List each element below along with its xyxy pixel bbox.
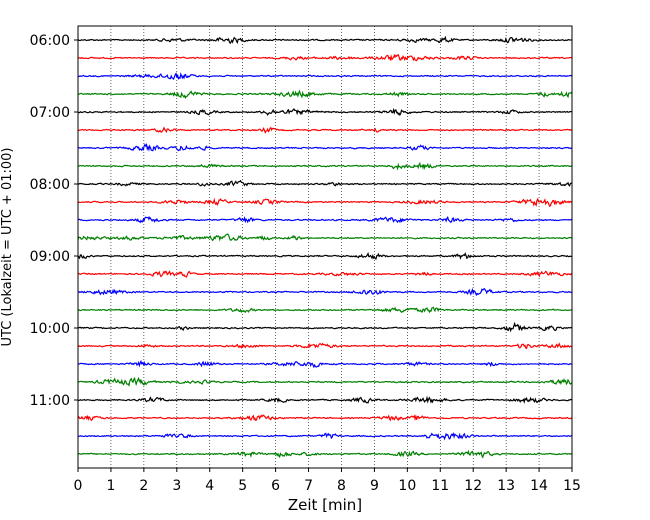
trace-1030 xyxy=(77,359,573,369)
trace-0915 xyxy=(77,270,573,278)
vertical-grid xyxy=(110,26,540,468)
x-tick-label-14: 14 xyxy=(530,478,548,494)
trace-0700 xyxy=(77,107,573,117)
trace-1130 xyxy=(77,432,573,441)
y-tick-label-09:00: 09:00 xyxy=(30,249,70,265)
trace-0645 xyxy=(77,89,573,99)
x-tick-label-12: 12 xyxy=(464,478,482,494)
y-tick-label-08:00: 08:00 xyxy=(30,177,70,193)
y-tick-label-10:00: 10:00 xyxy=(30,321,70,337)
trace-0745 xyxy=(77,161,573,171)
x-tick-label-8: 8 xyxy=(337,478,346,494)
x-tick-label-4: 4 xyxy=(205,478,214,494)
x-tick-label-1: 1 xyxy=(106,478,115,494)
x-tick-label-15: 15 xyxy=(563,478,581,494)
trace-0615 xyxy=(77,53,572,62)
x-axis-label: Zeit [min] xyxy=(288,496,362,514)
trace-1000 xyxy=(77,321,573,333)
trace-0800 xyxy=(77,179,573,187)
trace-0715 xyxy=(77,126,573,134)
x-tick-label-10: 10 xyxy=(398,478,416,494)
y-axis-label: UTC (Lokalzeit = UTC + 01:00) xyxy=(0,148,15,347)
trace-0830 xyxy=(77,215,573,224)
trace-0630 xyxy=(77,72,573,81)
x-axis-ticks: 0 1 2 3 4 5 6 7 8 9 10 11 12 13 14 15 xyxy=(74,468,581,494)
trace-0945 xyxy=(77,306,573,314)
x-tick-label-5: 5 xyxy=(238,478,247,494)
trace-0815 xyxy=(77,197,573,208)
x-tick-label-13: 13 xyxy=(497,478,515,494)
x-tick-label-7: 7 xyxy=(304,478,313,494)
y-axis-ticks: 06:00 07:00 08:00 09:00 10:00 11:00 xyxy=(30,33,78,409)
trace-1115 xyxy=(77,414,573,422)
trace-1015 xyxy=(77,342,573,350)
x-tick-label-9: 9 xyxy=(370,478,379,494)
trace-0730 xyxy=(77,143,573,152)
trace-1045 xyxy=(77,376,573,387)
x-tick-label-11: 11 xyxy=(431,478,449,494)
x-tick-label-6: 6 xyxy=(271,478,280,494)
trace-0600 xyxy=(77,35,573,45)
trace-0900 xyxy=(77,251,573,260)
x-tick-label-0: 0 xyxy=(74,478,83,494)
trace-1100 xyxy=(77,395,573,404)
y-tick-label-07:00: 07:00 xyxy=(30,105,70,121)
trace-0930 xyxy=(77,287,573,297)
x-tick-label-2: 2 xyxy=(139,478,148,494)
trace-1145 xyxy=(77,449,573,459)
plot-frame xyxy=(77,25,573,469)
y-tick-label-06:00: 06:00 xyxy=(30,33,70,49)
x-tick-label-3: 3 xyxy=(172,478,181,494)
trace-0845 xyxy=(77,233,573,242)
seismic-traces xyxy=(77,35,573,459)
y-tick-label-11:00: 11:00 xyxy=(30,393,70,409)
